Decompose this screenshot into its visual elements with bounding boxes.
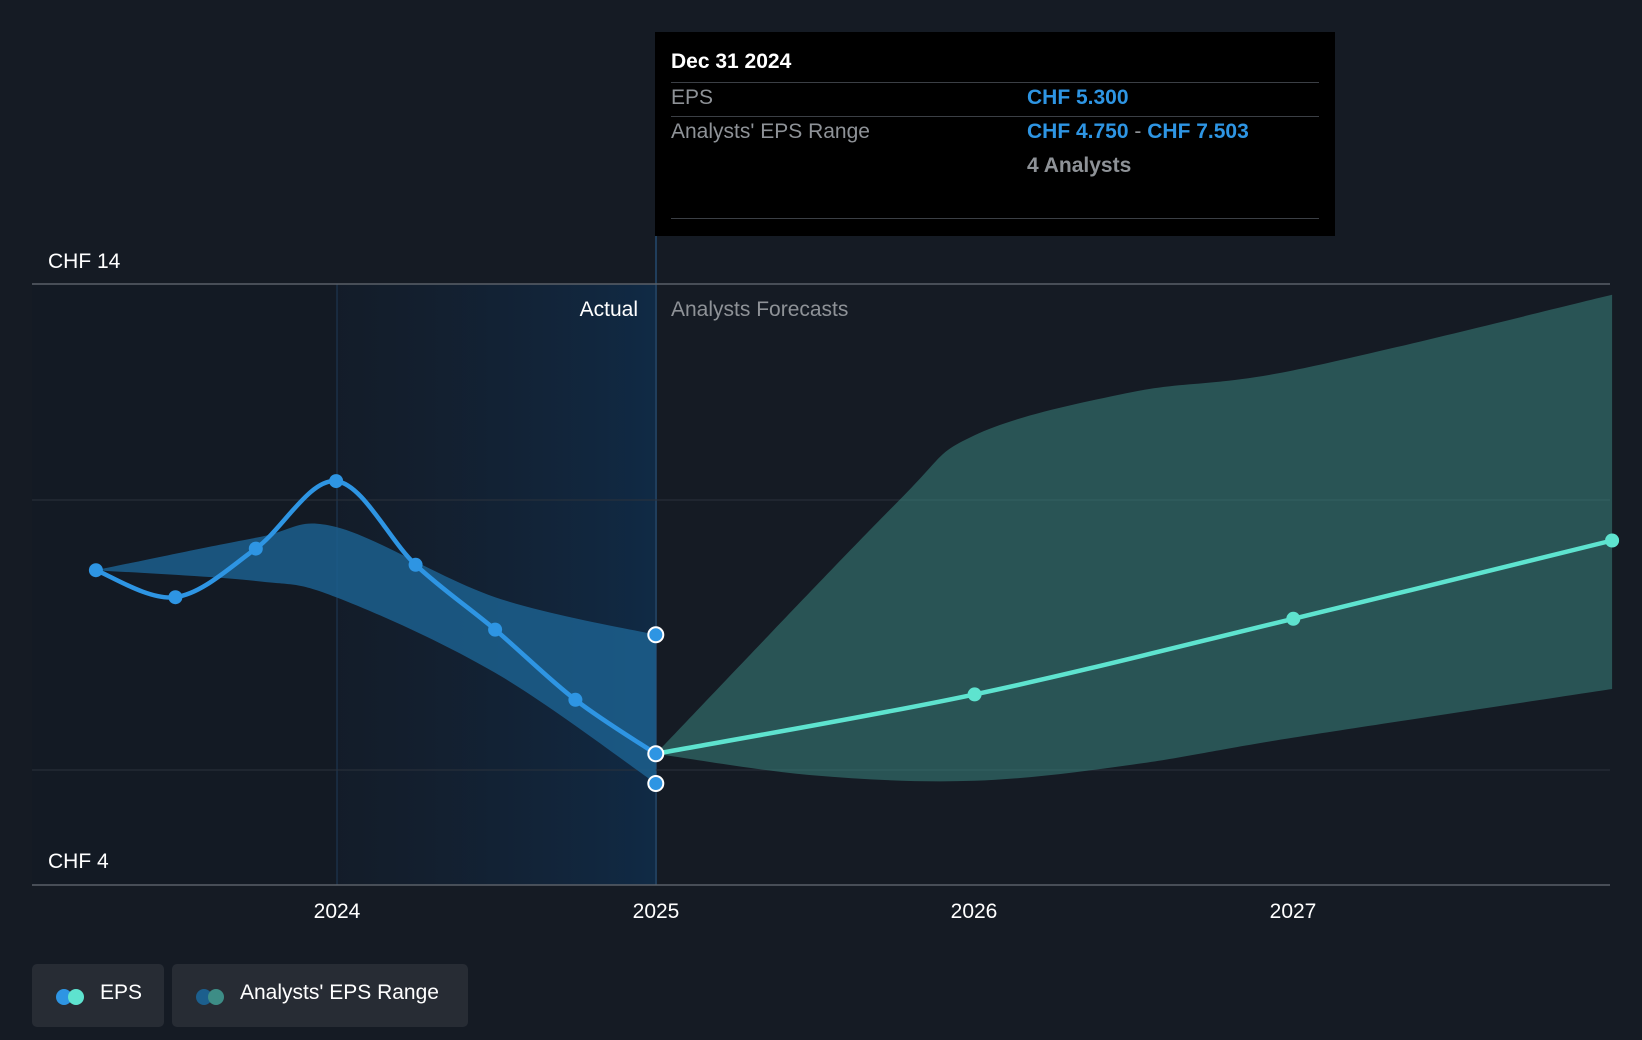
range-forecast-dot [208, 989, 224, 1005]
tooltip-eps-label: EPS [671, 86, 714, 109]
eps-forecast-point [1286, 611, 1301, 626]
tooltip-eps-value: CHF 5.300 [1027, 86, 1129, 109]
y-tick-label-top: CHF 14 [48, 250, 121, 273]
eps-actual-point [168, 590, 183, 605]
eps-actual-point [248, 541, 263, 556]
hover-tooltip: Dec 31 2024 EPS CHF 5.300 Analysts' EPS … [655, 32, 1335, 236]
range-legend-icon [196, 989, 228, 1005]
x-tick-label-2026: 2026 [951, 900, 998, 923]
tooltip-range-low: CHF 4.750 [1027, 120, 1129, 143]
x-tick-label-2025: 2025 [633, 900, 680, 923]
actual-range-area [95, 523, 656, 784]
eps-forecast-dot [68, 989, 84, 1005]
tooltip-divider [671, 116, 1319, 117]
x-tick-label-2024: 2024 [314, 900, 361, 923]
tooltip-date: Dec 31 2024 [671, 50, 792, 73]
forecast-region-label: Analysts Forecasts [671, 298, 848, 321]
eps-forecast-point [967, 687, 982, 702]
tooltip-range-label: Analysts' EPS Range [671, 120, 870, 143]
tooltip-range-value: CHF 4.750 - CHF 7.503 [1027, 120, 1249, 144]
x-tick-label-2027: 2027 [1270, 900, 1317, 923]
tooltip-divider [671, 218, 1319, 219]
eps-actual-point [568, 692, 583, 707]
eps-actual-point [488, 622, 503, 637]
range-high-marker [647, 626, 665, 644]
tooltip-range-high: CHF 7.503 [1147, 120, 1249, 143]
eps-hover-marker [647, 745, 665, 763]
forecast-eps-line [653, 538, 1615, 757]
legend-item-eps[interactable]: EPS [32, 964, 164, 1027]
range-low-marker [647, 775, 665, 792]
eps-forecast-point [1605, 533, 1620, 548]
legend-label-range: Analysts' EPS Range [240, 981, 439, 1004]
tooltip-range-separator: - [1134, 120, 1142, 143]
eps-actual-point [329, 474, 344, 489]
tooltip-divider [671, 82, 1319, 83]
y-tick-label-bottom: CHF 4 [48, 850, 109, 873]
legend-item-analysts-range[interactable]: Analysts' EPS Range [172, 964, 468, 1027]
legend-label-eps: EPS [100, 981, 143, 1004]
eps-actual-point [88, 563, 103, 578]
forecast-range-area [655, 294, 1613, 782]
eps-actual-point [408, 557, 423, 572]
actual-eps-line [93, 478, 659, 757]
tooltip-analyst-count: 4 Analysts [1027, 154, 1132, 177]
eps-legend-icon [56, 989, 88, 1005]
actual-region-label: Actual [580, 298, 638, 321]
